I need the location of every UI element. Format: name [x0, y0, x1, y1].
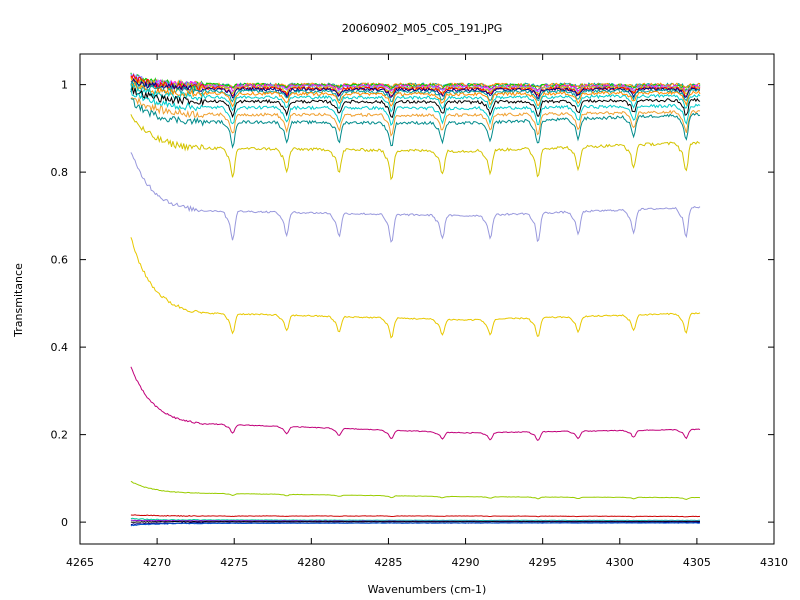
y-tick-label: 1 [61, 79, 68, 92]
y-tick-label: 0.2 [51, 429, 69, 442]
x-tick-label: 4290 [452, 556, 480, 569]
series-line-26 [130, 522, 701, 527]
series-line-22 [130, 517, 700, 522]
series-line-12 [130, 86, 701, 119]
y-axis-label: Transmitance [12, 263, 25, 338]
series-line-13 [130, 88, 701, 127]
y-tick-label: 0 [61, 516, 68, 529]
series-line-20 [130, 480, 701, 501]
y-tick-label: 0.6 [51, 254, 69, 267]
series-line-17 [130, 152, 701, 243]
series-line-8 [130, 78, 700, 99]
y-tick-label: 0.4 [51, 341, 69, 354]
x-tick-label: 4280 [297, 556, 325, 569]
x-tick-label: 4275 [220, 556, 248, 569]
series-line-24 [130, 520, 701, 523]
y-tick-label: 0.8 [51, 166, 69, 179]
series-line-10 [130, 82, 701, 108]
series-line-21 [130, 514, 701, 518]
x-axis-label: Wavenumbers (cm-1) [368, 583, 487, 596]
x-tick-label: 4310 [760, 556, 788, 569]
series-line-16 [130, 114, 701, 181]
chart-title: 20060902_M05_C05_191.JPG [342, 22, 503, 35]
x-tick-label: 4300 [606, 556, 634, 569]
series-line-18 [130, 237, 701, 339]
x-tick-label: 4295 [529, 556, 557, 569]
series-line-11 [130, 83, 701, 113]
x-tick-label: 4285 [374, 556, 402, 569]
series-line-14 [130, 96, 701, 137]
series-line-19 [130, 366, 701, 441]
plot-frame [79, 53, 775, 545]
series-group [130, 72, 701, 527]
x-tick-label: 4305 [683, 556, 711, 569]
x-tick-label: 4270 [143, 556, 171, 569]
y-axis: 0 0.2 0.4 0.6 0.8 1 [51, 79, 774, 529]
x-axis: 4265 4270 4275 4280 4285 4290 4295 4300 4305 4310 [66, 54, 788, 569]
series-line-15 [130, 98, 701, 149]
x-tick-label: 4265 [66, 556, 94, 569]
